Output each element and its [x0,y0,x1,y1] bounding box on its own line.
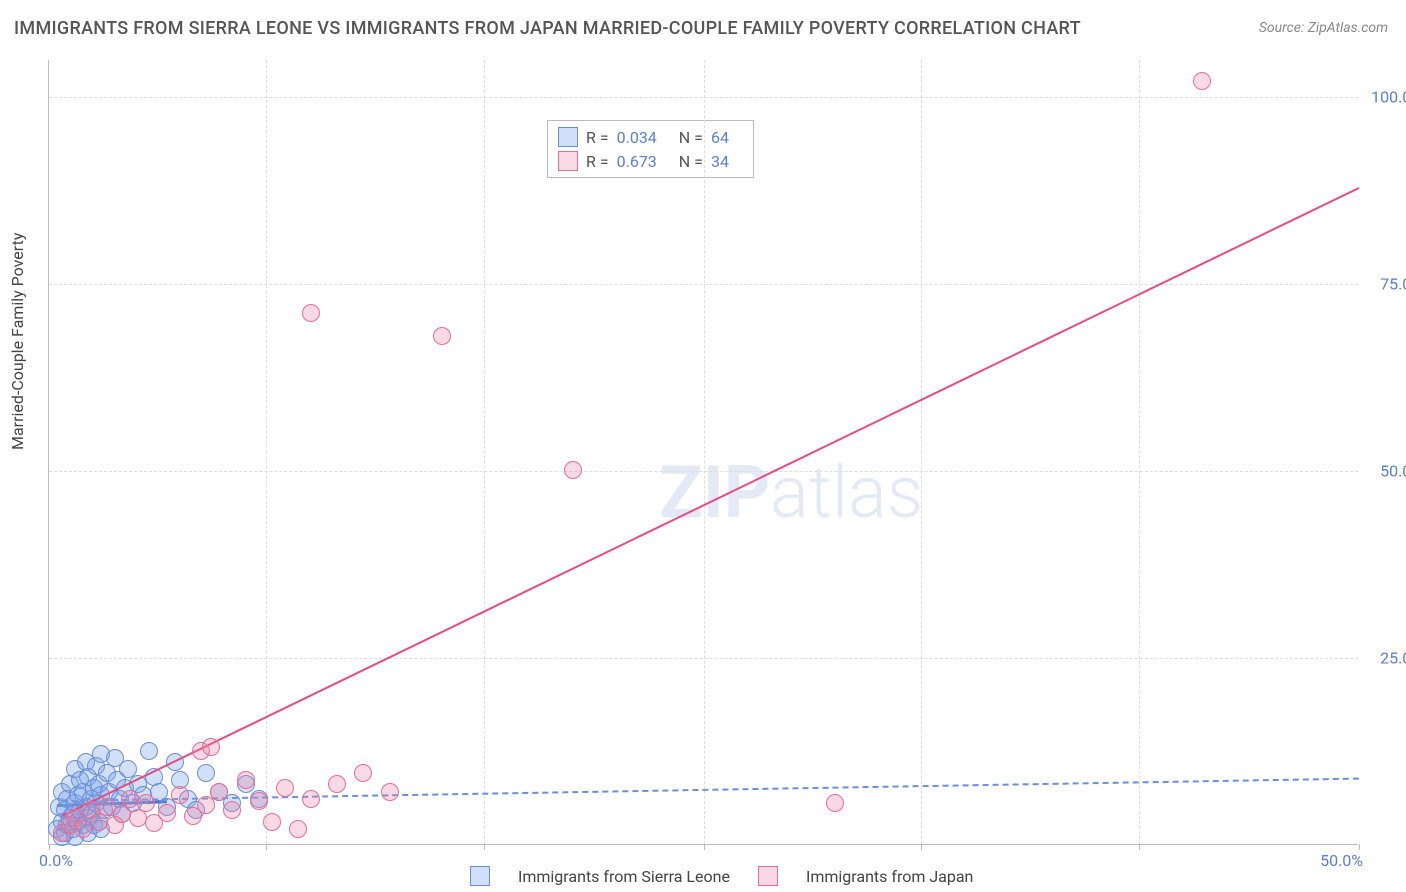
data-point [223,801,241,819]
x-axis-end-label: 50.0% [1320,851,1363,870]
x-tick-mark [484,844,485,850]
gridline-vertical [921,60,922,844]
data-point [564,461,582,479]
n-value-series1: 64 [711,128,729,147]
y-tick-label: 25.0% [1363,649,1406,668]
r-label: R = [586,128,609,147]
gridline-vertical [704,60,705,844]
legend-swatch-pink [758,866,778,886]
x-tick-mark [49,844,50,850]
data-point [210,783,228,801]
data-point [197,764,215,782]
data-point [381,783,399,801]
n-value-series2: 34 [711,152,729,171]
x-tick-mark [921,844,922,850]
legend-swatch-blue [558,127,578,147]
data-point [140,742,158,760]
data-point [302,304,320,322]
scatter-plot-area: ZIPatlas R = 0.034 N = 64 R = 0.673 N = … [48,60,1358,845]
data-point [197,796,215,814]
y-tick-label: 50.0% [1363,462,1406,481]
watermark-bold: ZIP [659,450,770,535]
trend-line-solid [62,187,1360,817]
x-tick-mark [266,844,267,850]
r-value-series1: 0.034 [617,128,657,147]
data-point [250,792,268,810]
legend-row-series2: R = 0.673 N = 34 [558,149,743,173]
r-value-series2: 0.673 [617,152,657,171]
data-point [276,779,294,797]
series-legend: Immigrants from Sierra Leone Immigrants … [470,866,973,886]
y-tick-label: 100.0% [1363,88,1406,107]
data-point [171,786,189,804]
legend-swatch-blue [470,866,490,886]
data-point [137,794,155,812]
data-point [354,764,372,782]
series1-name: Immigrants from Sierra Leone [518,867,730,886]
x-tick-mark [704,844,705,850]
n-label: N = [679,152,703,171]
data-point [433,327,451,345]
x-axis-start-label: 0.0% [39,851,73,870]
correlation-legend: R = 0.034 N = 64 R = 0.673 N = 34 [547,120,754,178]
source-attribution: Source: ZipAtlas.com [1259,20,1388,36]
series2-name: Immigrants from Japan [806,867,973,886]
data-point [328,775,346,793]
data-point [202,738,220,756]
data-point [1193,72,1211,90]
x-tick-mark [1359,844,1360,850]
legend-row-series1: R = 0.034 N = 64 [558,125,743,149]
n-label: N = [679,128,703,147]
y-tick-label: 75.0% [1363,275,1406,294]
data-point [263,813,281,831]
data-point [826,794,844,812]
gridline-vertical [266,60,267,844]
gridline-vertical [1139,60,1140,844]
chart-title: IMMIGRANTS FROM SIERRA LEONE VS IMMIGRAN… [14,18,1081,39]
data-point [237,771,255,789]
r-label: R = [586,152,609,171]
y-axis-label: Married-Couple Family Poverty [8,233,27,450]
data-point [302,790,320,808]
data-point [289,820,307,838]
data-point [158,804,176,822]
legend-swatch-pink [558,151,578,171]
gridline-vertical [484,60,485,844]
x-tick-mark [1139,844,1140,850]
